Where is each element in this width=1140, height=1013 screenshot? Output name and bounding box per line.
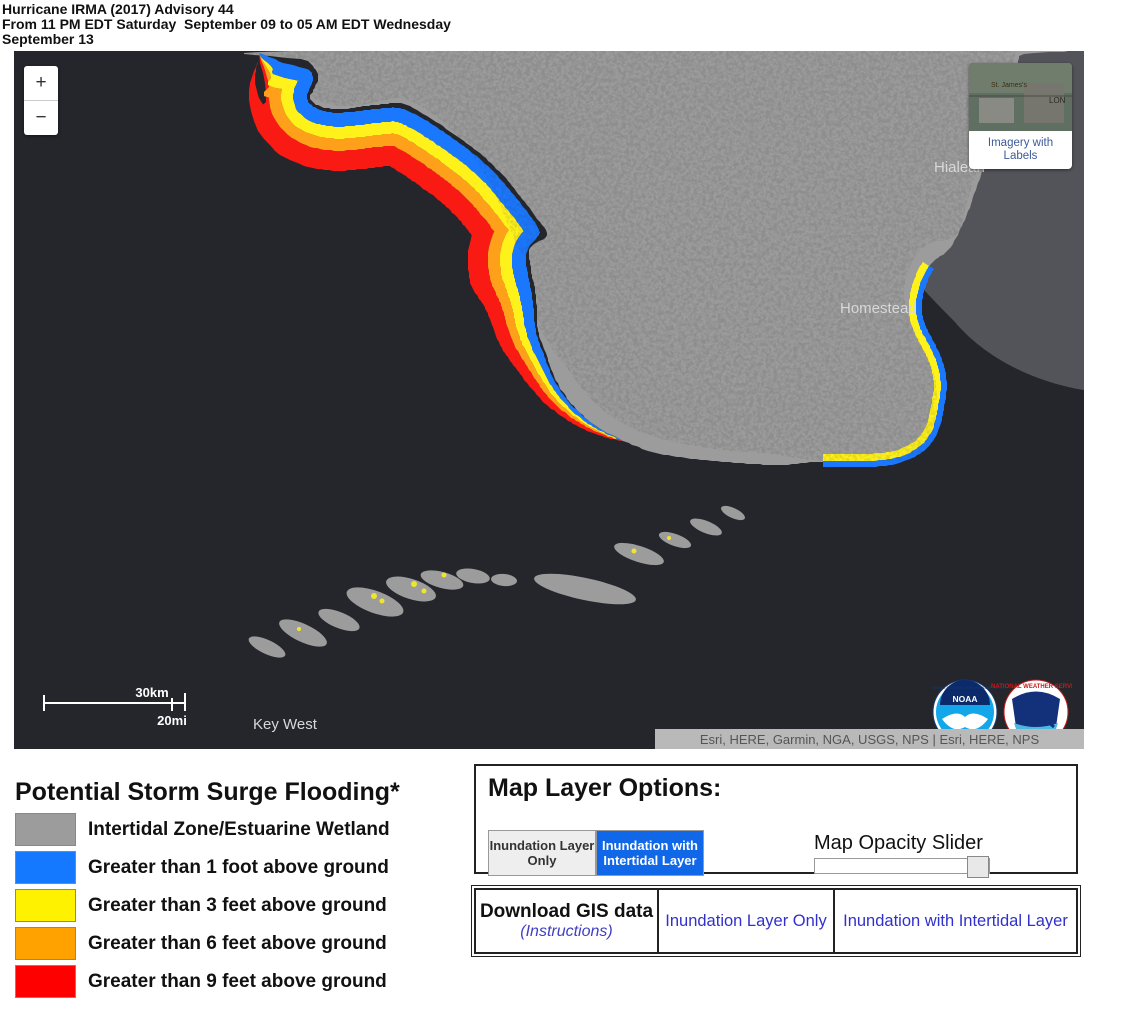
svg-text:20mi: 20mi <box>157 713 187 728</box>
svg-text:NOAA: NOAA <box>952 694 977 704</box>
svg-text:NATIONAL WEATHER SERVICE: NATIONAL WEATHER SERVICE <box>991 684 1072 690</box>
svg-text:30km: 30km <box>135 685 168 700</box>
svg-text:St. James's: St. James's <box>991 82 1027 89</box>
svg-text:LON: LON <box>1049 96 1066 105</box>
